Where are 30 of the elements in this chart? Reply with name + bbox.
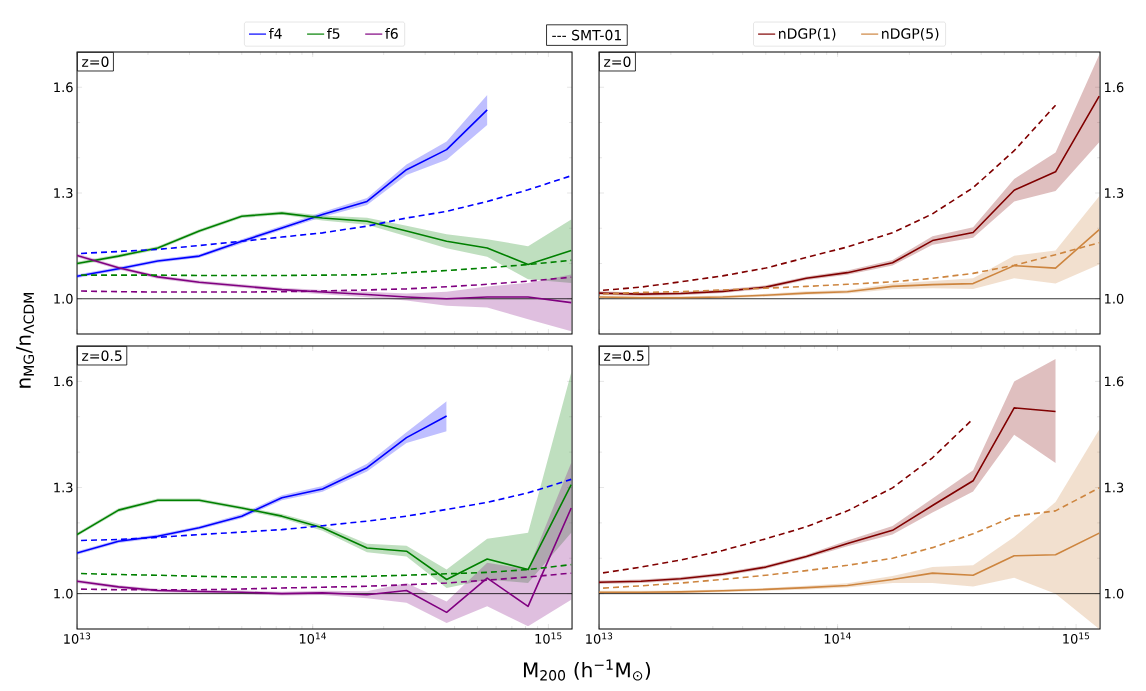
- annotation: z=0: [82, 56, 109, 67]
- legend-label: f5: [327, 28, 340, 39]
- legend-label: nDGP(1): [779, 28, 836, 41]
- y-tick-label: 1.3: [54, 188, 73, 198]
- y-tick-label: 1.0: [1105, 293, 1124, 304]
- x-tick-label: 10$^{14}$: [824, 632, 851, 644]
- x-tick-label: 10$^{15}$: [535, 632, 562, 644]
- x-tick-label: 10$^{13}$: [64, 632, 91, 644]
- y-tick-label: 1.3: [54, 482, 73, 493]
- y-axis-title: n$_{MG}$/n$_{ΛCDM}$: [16, 293, 35, 388]
- y-tick-label: 1.3: [1105, 482, 1124, 493]
- y-tick-label: 1.6: [1105, 376, 1124, 387]
- y-tick-label: 1.0: [1105, 588, 1124, 599]
- y-tick-label: 1.6: [54, 82, 73, 93]
- legend-label: f4: [268, 28, 282, 39]
- x-tick-label: 10$^{13}$: [586, 632, 613, 644]
- y-tick-label: 1.0: [54, 293, 73, 304]
- legend-label: nDGP(5): [882, 28, 939, 41]
- y-tick-label: 1.6: [1105, 82, 1124, 93]
- legend-label: f6: [385, 28, 398, 39]
- y-tick-label: 1.6: [54, 376, 73, 387]
- annotation: z=0.5: [604, 350, 644, 361]
- y-tick-label: 1.3: [1105, 188, 1124, 198]
- annotation: z=0.5: [82, 350, 122, 361]
- y-tick-label: 1.0: [54, 588, 73, 599]
- text: --- SMT-01: [552, 29, 621, 41]
- x-axis-title: M$_{200}$ (h$^{−1}$M$_{⊙}$): [523, 659, 651, 681]
- annotation: z=0: [604, 56, 631, 67]
- x-tick-label: 10$^{14}$: [299, 632, 326, 644]
- x-tick-label: 10$^{15}$: [1063, 632, 1090, 644]
